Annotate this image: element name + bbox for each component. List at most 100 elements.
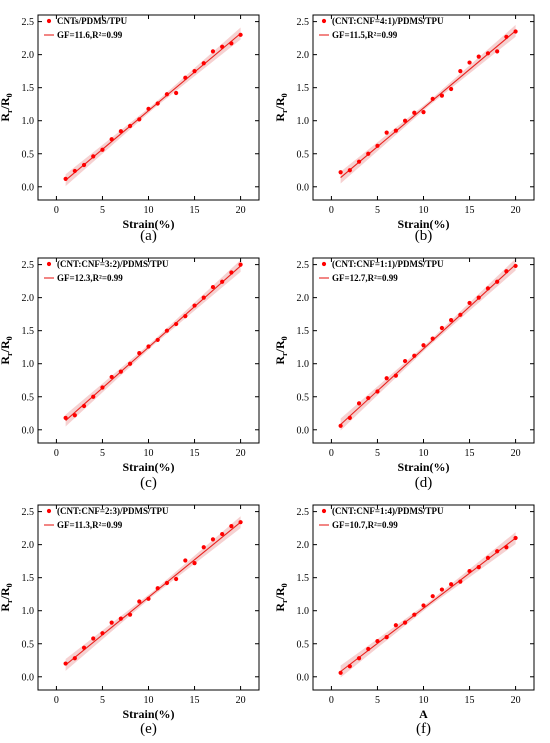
- y-tick-label: 2.5: [297, 260, 310, 271]
- data-point: [402, 358, 408, 364]
- y-axis-label-part: R: [273, 603, 287, 612]
- data-point: [81, 403, 87, 409]
- data-point: [137, 351, 142, 356]
- legend-marker: [321, 261, 327, 267]
- y-tick-label: 2.5: [22, 17, 35, 28]
- x-tick-label: 20: [511, 695, 521, 706]
- y-axis-label-part: /R: [0, 340, 12, 353]
- legend-fit-label: GF=12.7,R²=0.99: [332, 273, 398, 283]
- data-point: [137, 599, 142, 604]
- x-tick-label: 15: [465, 448, 475, 459]
- legend-fit-label: GF=10.7,R²=0.99: [332, 520, 398, 530]
- x-tick-label: 15: [190, 448, 200, 459]
- panel-caption: (e): [140, 721, 157, 737]
- data-point: [430, 594, 435, 599]
- data-point: [100, 147, 105, 152]
- data-point: [192, 561, 197, 566]
- y-axis-label-part: r: [5, 109, 14, 113]
- data-point: [476, 54, 481, 59]
- y-axis-label: Rr/R0: [273, 336, 289, 364]
- y-tick-label: 0.0: [297, 672, 310, 683]
- x-tick-label: 20: [236, 448, 246, 459]
- data-point: [476, 565, 481, 570]
- y-tick-label: 1.0: [297, 359, 310, 370]
- data-point: [513, 535, 518, 541]
- data-point: [81, 162, 87, 168]
- data-point: [164, 92, 170, 97]
- y-axis-label-part: 0: [280, 336, 289, 340]
- data-point: [439, 93, 445, 98]
- y-tick-label: 0.5: [22, 392, 35, 403]
- x-tick-label: 0: [54, 205, 59, 216]
- data-point: [109, 374, 114, 380]
- x-tick-label: 20: [236, 205, 246, 216]
- data-point: [513, 29, 518, 34]
- y-tick-label: 0.0: [22, 425, 35, 436]
- legend-marker: [321, 18, 327, 24]
- y-axis-label-part: R: [273, 356, 287, 365]
- data-point: [402, 620, 408, 625]
- data-point: [127, 123, 133, 129]
- data-point: [513, 263, 518, 269]
- legend-series-label: (CNT:CNF=1:4)/PDMS/TPU: [332, 506, 444, 516]
- y-axis-label-part: r: [5, 599, 14, 603]
- data-point: [63, 176, 68, 181]
- y-axis-label-part: 0: [5, 583, 14, 587]
- data-point: [412, 110, 417, 115]
- x-tick-label: 0: [329, 448, 334, 459]
- y-tick-label: 0.5: [22, 639, 35, 650]
- data-point: [449, 86, 454, 92]
- y-axis-label-part: /R: [0, 97, 12, 110]
- data-point: [183, 558, 188, 563]
- data-point: [356, 656, 362, 661]
- y-axis-label-part: r: [280, 352, 289, 356]
- data-point: [504, 269, 509, 274]
- data-point: [458, 312, 463, 317]
- data-point: [238, 262, 243, 267]
- legend-marker: [46, 508, 52, 514]
- data-point: [229, 524, 234, 529]
- y-axis-label-part: /R: [273, 340, 287, 353]
- y-tick-label: 2.5: [297, 17, 310, 28]
- y-axis-label-part: /R: [0, 587, 12, 600]
- x-tick-label: 10: [419, 695, 429, 706]
- x-tick-label: 20: [511, 205, 521, 216]
- data-point: [164, 328, 170, 333]
- x-axis-label: Strain(%): [398, 460, 450, 474]
- data-point: [458, 69, 463, 74]
- data-point: [220, 531, 225, 537]
- y-axis-label-part: 0: [280, 93, 289, 97]
- data-point: [439, 587, 445, 592]
- data-point: [375, 639, 380, 644]
- y-tick-label: 0.0: [297, 425, 310, 436]
- data-point: [449, 318, 454, 323]
- data-point: [127, 361, 133, 366]
- data-point: [347, 664, 352, 669]
- y-tick-label: 2.5: [22, 507, 35, 518]
- data-point: [338, 670, 343, 675]
- legend-series-label: (CNT:CNF=4:1)/PDMS/TPU: [332, 16, 444, 26]
- data-point: [375, 389, 380, 394]
- data-point: [366, 395, 371, 401]
- x-axis-label: Strain(%): [123, 217, 175, 231]
- y-axis-label: Rr/R0: [0, 336, 14, 364]
- x-tick-label: 15: [465, 205, 475, 216]
- data-point: [485, 555, 491, 560]
- legend-fit-label: GF=11.6,R²=0.99: [57, 30, 123, 40]
- data-point: [210, 49, 216, 54]
- data-point: [229, 41, 234, 46]
- y-tick-label: 1.5: [22, 83, 35, 94]
- y-tick-label: 0.5: [297, 149, 310, 160]
- y-tick-label: 2.0: [22, 50, 35, 61]
- data-point: [238, 520, 243, 525]
- fit-line: [65, 521, 241, 666]
- data-point: [476, 295, 481, 300]
- data-point: [72, 413, 77, 418]
- data-point: [430, 96, 435, 102]
- data-point: [109, 620, 114, 625]
- data-point: [63, 661, 68, 666]
- x-tick-label: 10: [144, 205, 154, 216]
- data-point: [155, 337, 160, 343]
